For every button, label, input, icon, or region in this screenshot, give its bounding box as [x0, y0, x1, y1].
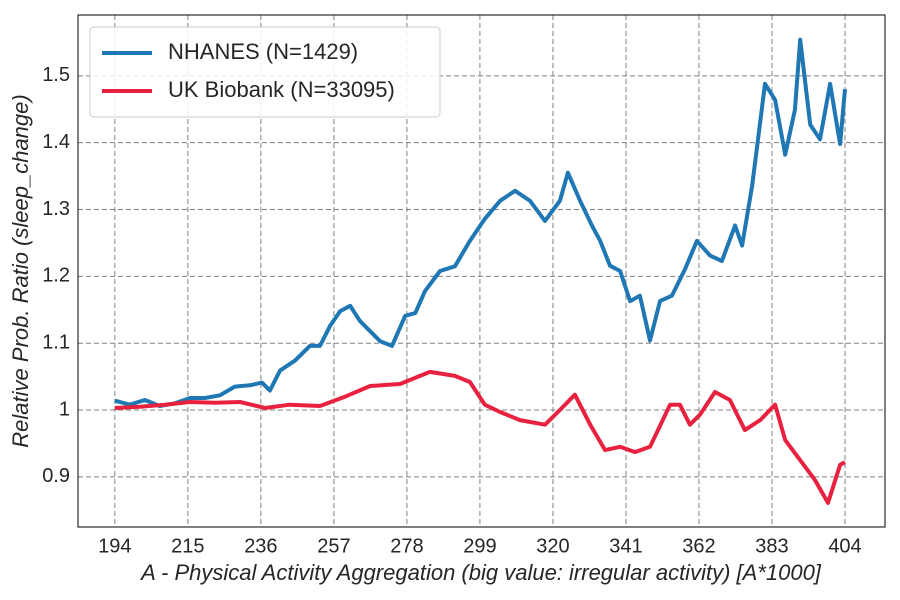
x-tick-label: 236	[244, 535, 277, 557]
y-axis-label: Relative Prob. Ratio (sleep_change)	[8, 94, 33, 447]
y-tick-label: 1.1	[42, 331, 70, 353]
x-tick-label: 320	[536, 535, 569, 557]
x-tick-label: 341	[609, 535, 642, 557]
x-tick-label: 383	[755, 535, 788, 557]
plot-frame	[77, 14, 886, 528]
legend-label: NHANES (N=1429)	[168, 39, 358, 64]
series-line	[114, 37, 847, 408]
x-tick-label: 404	[828, 535, 861, 557]
x-axis-label: A - Physical Activity Aggregation (big v…	[139, 560, 822, 585]
x-tick-label: 362	[682, 535, 715, 557]
y-tick-label: 1.5	[42, 64, 70, 86]
x-tick-label: 299	[463, 535, 496, 557]
y-tick-label: 1.2	[42, 265, 70, 287]
y-tick-label: 1.3	[42, 198, 70, 220]
y-tick-label: 1.4	[42, 131, 70, 153]
series-line	[114, 369, 846, 505]
x-tick-label: 257	[317, 535, 350, 557]
x-tick-label: 215	[171, 535, 204, 557]
legend-label: UK Biobank (N=33095)	[168, 77, 395, 102]
x-tick-label: 194	[98, 535, 131, 557]
legend: NHANES (N=1429) UK Biobank (N=33095)	[89, 26, 441, 118]
y-tick-label: 1	[59, 398, 70, 420]
y-tick-label: 0.9	[42, 465, 70, 487]
x-tick-label: 278	[390, 535, 423, 557]
legend-box	[89, 26, 441, 118]
